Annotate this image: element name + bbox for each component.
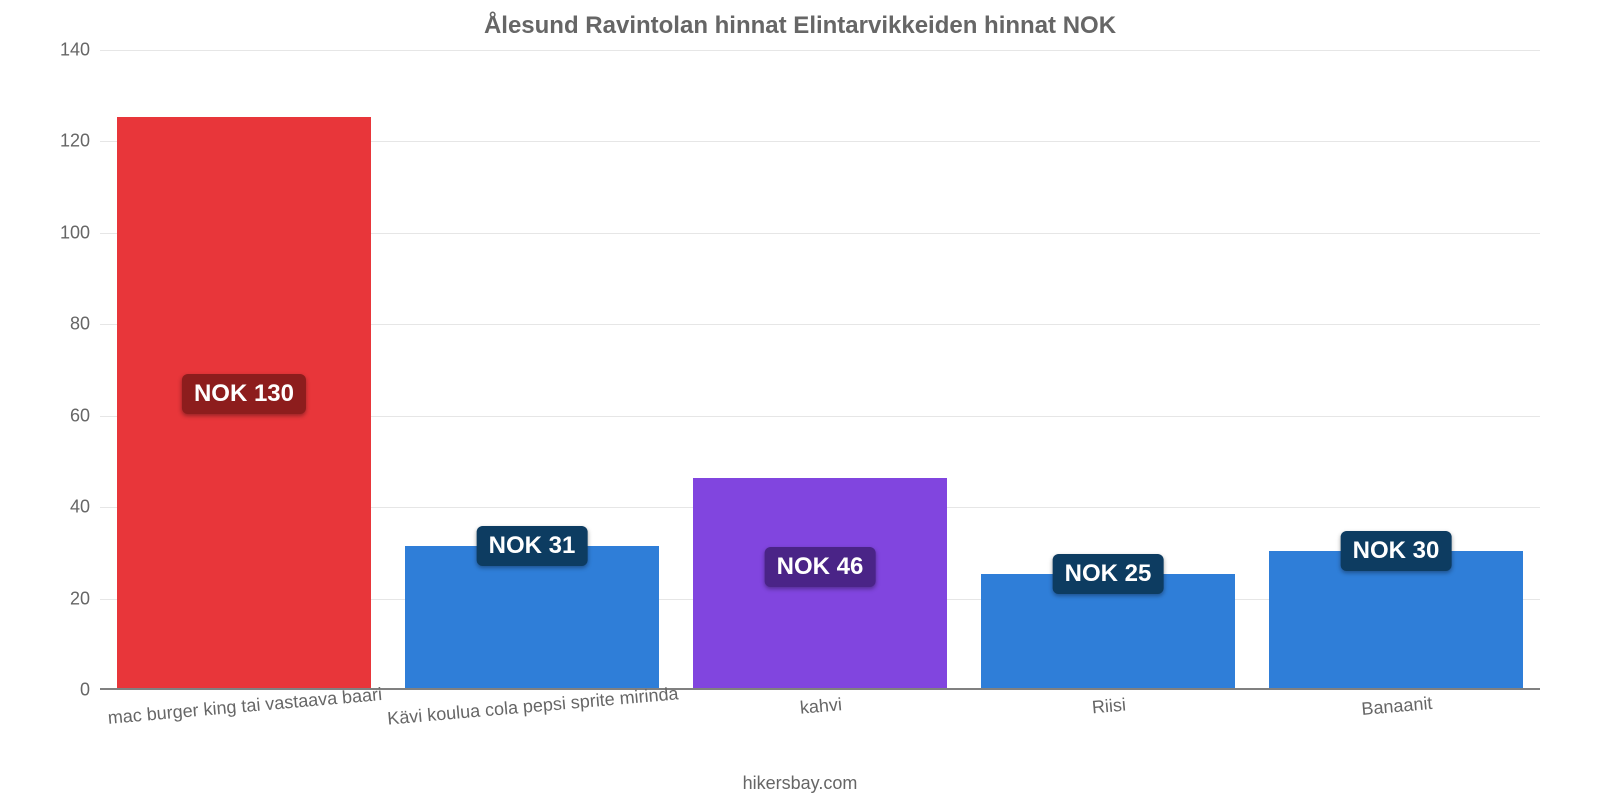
bar-value-badge: NOK 31 (477, 526, 588, 566)
x-tick-label: Kävi koulua cola pepsi sprite mirinda (386, 683, 679, 729)
bar: NOK 46 (693, 478, 946, 688)
bar-value-badge: NOK 130 (182, 374, 306, 414)
x-tick-label: Riisi (1091, 695, 1127, 719)
bar: NOK 130 (117, 117, 370, 688)
x-tick-label: Banaanit (1361, 693, 1434, 720)
y-tick-label: 80 (70, 314, 90, 335)
x-tick-label: mac burger king tai vastaava baari (107, 684, 383, 729)
y-tick-label: 60 (70, 405, 90, 426)
chart-title: Ålesund Ravintolan hinnat Elintarvikkeid… (0, 12, 1600, 40)
bar-value-badge: NOK 30 (1341, 531, 1452, 571)
plot-area: 020406080100120140NOK 130mac burger king… (100, 50, 1540, 690)
gridline (100, 50, 1540, 51)
y-tick-label: 100 (60, 222, 90, 243)
x-tick-label: kahvi (799, 694, 843, 719)
bar-chart: Ålesund Ravintolan hinnat Elintarvikkeid… (0, 0, 1600, 800)
y-tick-label: 40 (70, 497, 90, 518)
y-tick-label: 120 (60, 131, 90, 152)
y-tick-label: 0 (80, 680, 90, 701)
y-tick-label: 140 (60, 40, 90, 61)
bar: NOK 30 (1269, 551, 1522, 688)
bar: NOK 25 (981, 574, 1234, 688)
y-tick-label: 20 (70, 588, 90, 609)
attribution: hikersbay.com (0, 773, 1600, 794)
bar-value-badge: NOK 25 (1053, 554, 1164, 594)
bar: NOK 31 (405, 546, 658, 688)
bar-value-badge: NOK 46 (765, 547, 876, 587)
